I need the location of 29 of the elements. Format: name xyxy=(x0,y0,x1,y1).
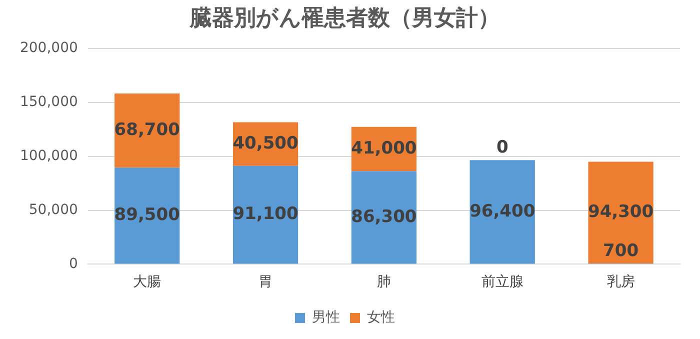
legend-label: 女性 xyxy=(367,310,395,326)
y-tick-label: 50,000 xyxy=(28,202,78,218)
bar xyxy=(232,166,298,264)
y-tick-label: 200,000 xyxy=(20,40,78,56)
data-label: 89,500 xyxy=(114,205,180,226)
chart-title: 臓器別がん罹患者数（男女計） xyxy=(189,6,500,31)
y-tick-label: 100,000 xyxy=(20,148,78,164)
data-label: 96,400 xyxy=(470,201,536,222)
x-tick-label: 肺 xyxy=(376,274,391,290)
bar xyxy=(114,94,180,168)
data-label: 700 xyxy=(603,241,639,262)
x-tick-label: 乳房 xyxy=(606,274,635,290)
data-label: 91,100 xyxy=(232,204,298,224)
bar xyxy=(114,168,180,264)
legend-label: 男性 xyxy=(312,310,340,326)
data-label: 68,700 xyxy=(114,120,180,140)
data-label: 0 xyxy=(496,138,508,158)
data-label: 40,500 xyxy=(232,133,298,154)
x-tick-label: 前立腺 xyxy=(481,274,524,290)
x-tick-label: 大腸 xyxy=(133,274,162,290)
bar xyxy=(470,160,535,264)
data-label: 86,300 xyxy=(351,206,417,227)
x-tick-label: 胃 xyxy=(258,274,273,290)
y-tick-label: 150,000 xyxy=(20,94,78,110)
bar xyxy=(351,171,417,264)
y-tick-label: 0 xyxy=(68,256,78,272)
data-label: 41,000 xyxy=(351,138,417,158)
data-label: 94,300 xyxy=(588,202,654,222)
bar xyxy=(588,162,654,264)
